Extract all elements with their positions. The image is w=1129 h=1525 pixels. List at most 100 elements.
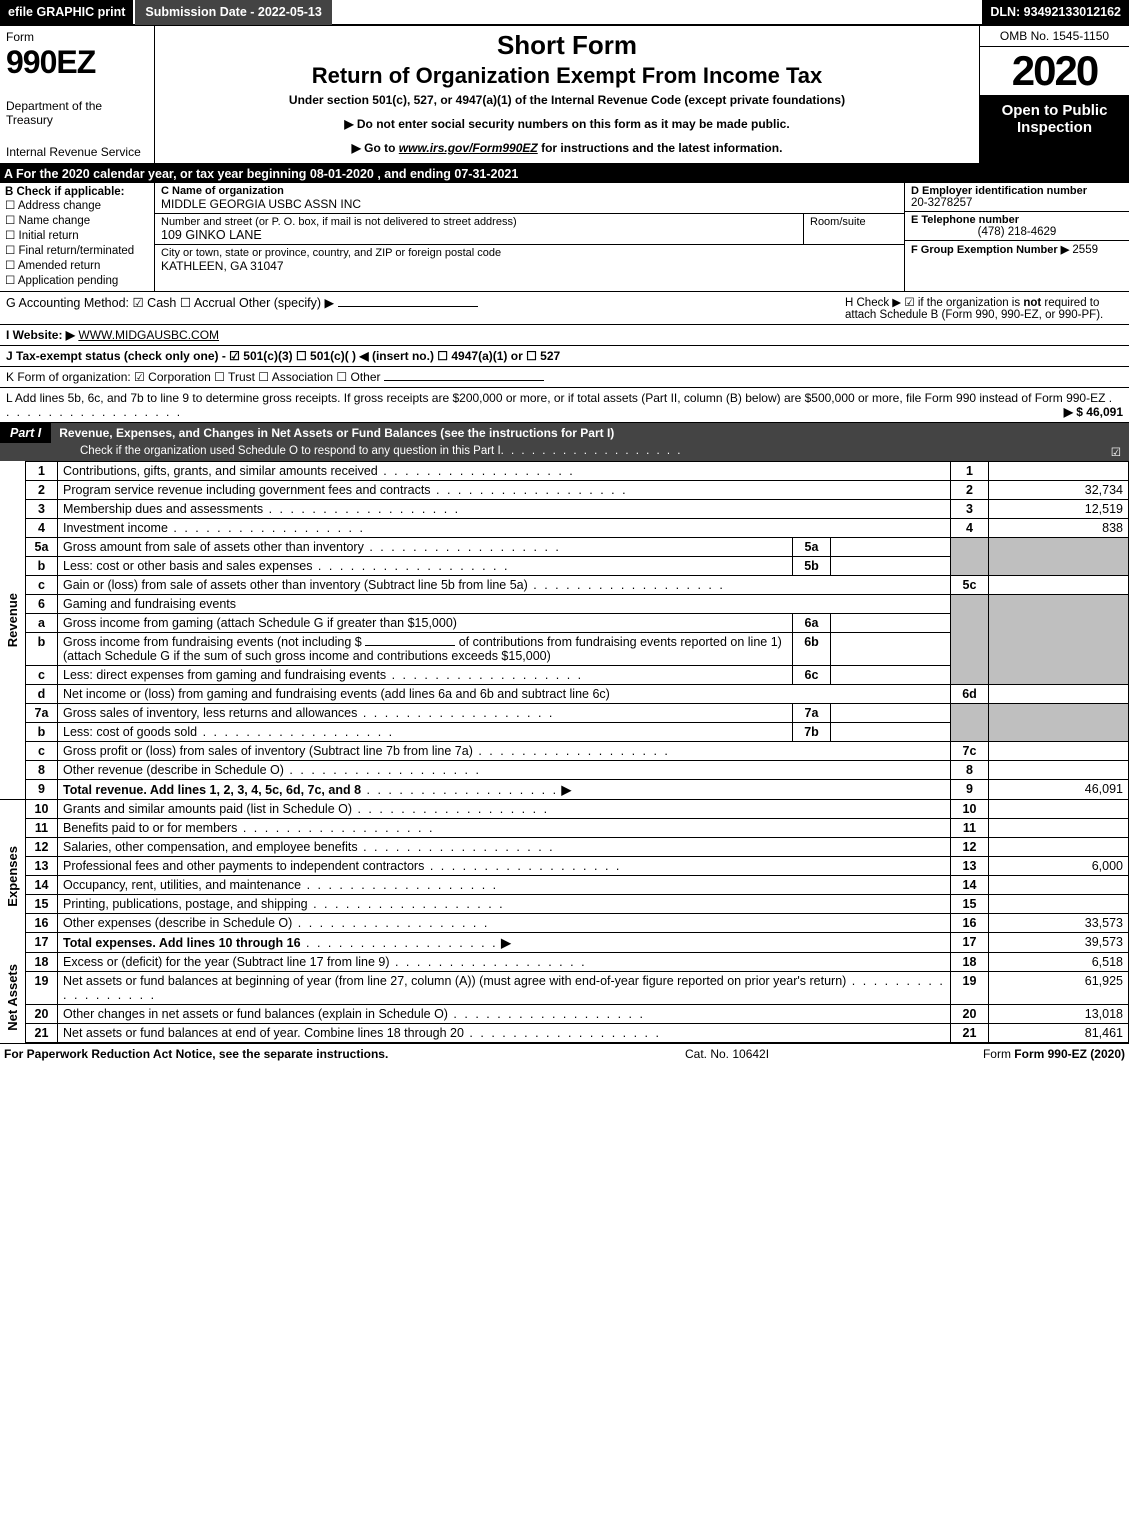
- ln-2-no: 2: [26, 481, 58, 500]
- ln-5c-no: c: [26, 576, 58, 595]
- ln-5b-sub: 5b: [793, 557, 831, 576]
- ln-6b-blank[interactable]: [365, 645, 455, 646]
- ln-5b-no: b: [26, 557, 58, 576]
- chk-accrual[interactable]: Accrual: [180, 296, 236, 310]
- box-def: D Employer identification number 20-3278…: [904, 183, 1129, 291]
- form-word: Form: [6, 30, 148, 44]
- phone-cell: E Telephone number (478) 218-4629: [905, 212, 1129, 241]
- tax-year: 2020: [980, 47, 1129, 96]
- ln-13-desc: Professional fees and other payments to …: [58, 857, 951, 876]
- l-text: L Add lines 5b, 6c, and 7b to line 9 to …: [6, 391, 1105, 405]
- ln-12-val: [989, 838, 1129, 857]
- ln-3-no: 3: [26, 500, 58, 519]
- ln-7b-sub: 7b: [793, 723, 831, 742]
- form-footer: Form Form 990-EZ (2020): [945, 1047, 1125, 1061]
- dept-treasury: Department of the Treasury: [6, 99, 148, 127]
- ein-label: D Employer identification number: [911, 185, 1123, 197]
- chk-amended-return[interactable]: Amended return: [5, 258, 149, 272]
- header-right: OMB No. 1545-1150 2020 Open to Public In…: [979, 26, 1129, 163]
- group-value: 2559: [1072, 244, 1098, 256]
- irs-label: Internal Revenue Service: [6, 145, 148, 159]
- ln-6d-num: 6d: [951, 685, 989, 704]
- ln-6b-sub: 6b: [793, 633, 831, 666]
- part1-label: Part I: [0, 423, 51, 443]
- ln-16-num: 16: [951, 914, 989, 933]
- chk-name-change[interactable]: Name change: [5, 213, 149, 227]
- ln-4-desc: Investment income: [58, 519, 951, 538]
- ln-11-val: [989, 819, 1129, 838]
- ln-5ab-shadeval: [989, 538, 1129, 576]
- group-label: F Group Exemption Number ▶: [911, 244, 1069, 256]
- row-gh: G Accounting Method: Cash Accrual Other …: [0, 292, 1129, 325]
- phone-label: E Telephone number: [911, 214, 1123, 226]
- ln-18-desc: Excess or (deficit) for the year (Subtra…: [58, 953, 951, 972]
- h-not: not: [1023, 297, 1041, 309]
- ln-7a-sub: 7a: [793, 704, 831, 723]
- g-label: G Accounting Method:: [6, 296, 129, 310]
- ein-cell: D Employer identification number 20-3278…: [905, 183, 1129, 212]
- ln-6b-no: b: [26, 633, 58, 666]
- chk-cash[interactable]: Cash: [132, 296, 176, 310]
- ln-2-val: 32,734: [989, 481, 1129, 500]
- goto-post: for instructions and the latest informat…: [538, 141, 783, 155]
- chk-address-change[interactable]: Address change: [5, 198, 149, 212]
- info-grid: B Check if applicable: Address change Na…: [0, 183, 1129, 292]
- chk-final-return[interactable]: Final return/terminated: [5, 243, 149, 257]
- ln-11-desc: Benefits paid to or for members: [58, 819, 951, 838]
- top-bar: efile GRAPHIC print Submission Date - 20…: [0, 0, 1129, 26]
- part1-dots: [501, 445, 683, 459]
- part1-checkbox[interactable]: ☑: [1111, 445, 1121, 459]
- ln-6c-sub: 6c: [793, 666, 831, 685]
- ln-7ab-shade: [951, 704, 989, 742]
- street-cell: Number and street (or P. O. box, if mail…: [155, 214, 804, 244]
- street-label: Number and street (or P. O. box, if mail…: [161, 216, 797, 228]
- ln-10-val: [989, 800, 1129, 819]
- ln-10-num: 10: [951, 800, 989, 819]
- website-link[interactable]: WWW.MIDGAUSBC.COM: [78, 328, 219, 342]
- ln-20-num: 20: [951, 1005, 989, 1024]
- chk-initial-return[interactable]: Initial return: [5, 228, 149, 242]
- ln-1-val: [989, 462, 1129, 481]
- ln-15-no: 15: [26, 895, 58, 914]
- ln-10-no: 10: [26, 800, 58, 819]
- ln-12-desc: Salaries, other compensation, and employ…: [58, 838, 951, 857]
- g-other: Other (specify) ▶: [239, 296, 334, 310]
- ln-16-val: 33,573: [989, 914, 1129, 933]
- org-name-cell: C Name of organization MIDDLE GEORGIA US…: [155, 183, 904, 214]
- lines-table: Revenue 1 Contributions, gifts, grants, …: [0, 461, 1129, 1043]
- ln-21-val: 81,461: [989, 1024, 1129, 1043]
- open-inspection: Open to Public Inspection: [980, 96, 1129, 163]
- efile-badge[interactable]: efile GRAPHIC print: [0, 0, 133, 25]
- omb-number: OMB No. 1545-1150: [980, 26, 1129, 47]
- ln-19-desc: Net assets or fund balances at beginning…: [58, 972, 951, 1005]
- irs-link[interactable]: www.irs.gov/Form990EZ: [399, 141, 538, 155]
- box-b: B Check if applicable: Address change Na…: [0, 183, 155, 291]
- ln-17-num: 17: [951, 933, 989, 953]
- k-other-blank[interactable]: [384, 380, 544, 381]
- ln-17-no: 17: [26, 933, 58, 953]
- line-a-period: A For the 2020 calendar year, or tax yea…: [0, 165, 1129, 183]
- ln-5c-num: 5c: [951, 576, 989, 595]
- ln-8-num: 8: [951, 761, 989, 780]
- ln-8-desc: Other revenue (describe in Schedule O): [58, 761, 951, 780]
- ln-6a-desc: Gross income from gaming (attach Schedul…: [58, 614, 793, 633]
- ln-15-num: 15: [951, 895, 989, 914]
- ln-7c-no: c: [26, 742, 58, 761]
- ln-2-desc: Program service revenue including govern…: [58, 481, 951, 500]
- ln-6-shade: [951, 595, 989, 685]
- ln-7a-subval: [831, 704, 951, 723]
- ln-7c-num: 7c: [951, 742, 989, 761]
- header-center: Short Form Return of Organization Exempt…: [155, 26, 979, 163]
- form-header: Form 990EZ Department of the Treasury In…: [0, 26, 1129, 165]
- ln-14-desc: Occupancy, rent, utilities, and maintena…: [58, 876, 951, 895]
- ln-7ab-shadeval: [989, 704, 1129, 742]
- ln-6b-subval: [831, 633, 951, 666]
- phone-value: (478) 218-4629: [911, 226, 1123, 238]
- g-other-blank[interactable]: [338, 306, 478, 307]
- ln-8-val: [989, 761, 1129, 780]
- chk-application-pending[interactable]: Application pending: [5, 273, 149, 287]
- ln-5a-subval: [831, 538, 951, 557]
- ln-3-val: 12,519: [989, 500, 1129, 519]
- form-number: 990EZ: [6, 44, 148, 81]
- ln-5a-desc: Gross amount from sale of assets other t…: [58, 538, 793, 557]
